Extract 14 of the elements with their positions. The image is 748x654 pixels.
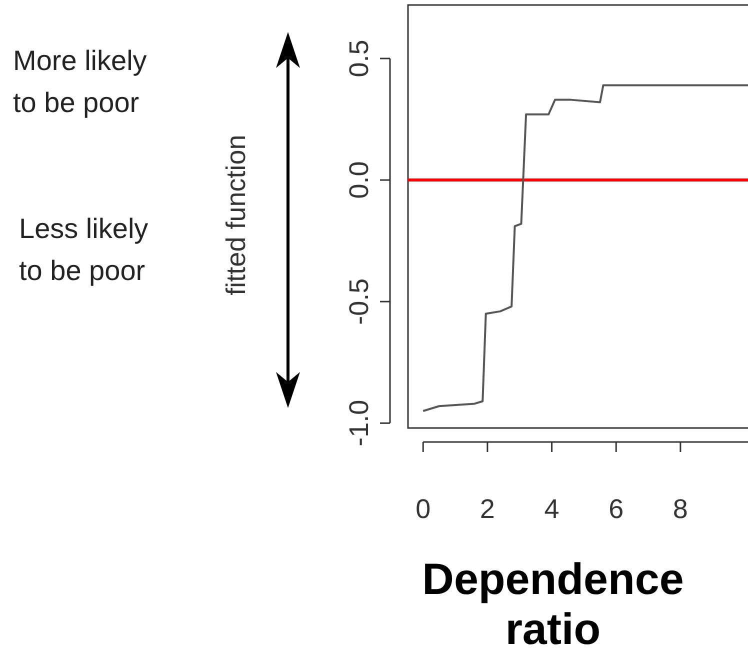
x-tick-label: 8 [672, 494, 688, 524]
y-axis-title: fitted function [221, 134, 251, 296]
y-tick-label: -0.5 [344, 278, 374, 325]
line-series [422, 84, 748, 412]
x-axis-title: Dependence ratio [422, 555, 684, 654]
x-tick-label: 2 [480, 494, 495, 524]
text: Less likely to be poor [19, 213, 148, 286]
x-tick-label: 4 [544, 494, 560, 524]
y-tick-label: -1.0 [344, 400, 374, 446]
text: More likely to be poor [13, 45, 147, 118]
x-tick-label: 6 [608, 494, 624, 524]
y-tick-label: 0.5 [344, 40, 374, 78]
y-tick-label: 0.0 [344, 161, 374, 199]
x-tick-label: 0 [416, 494, 431, 524]
